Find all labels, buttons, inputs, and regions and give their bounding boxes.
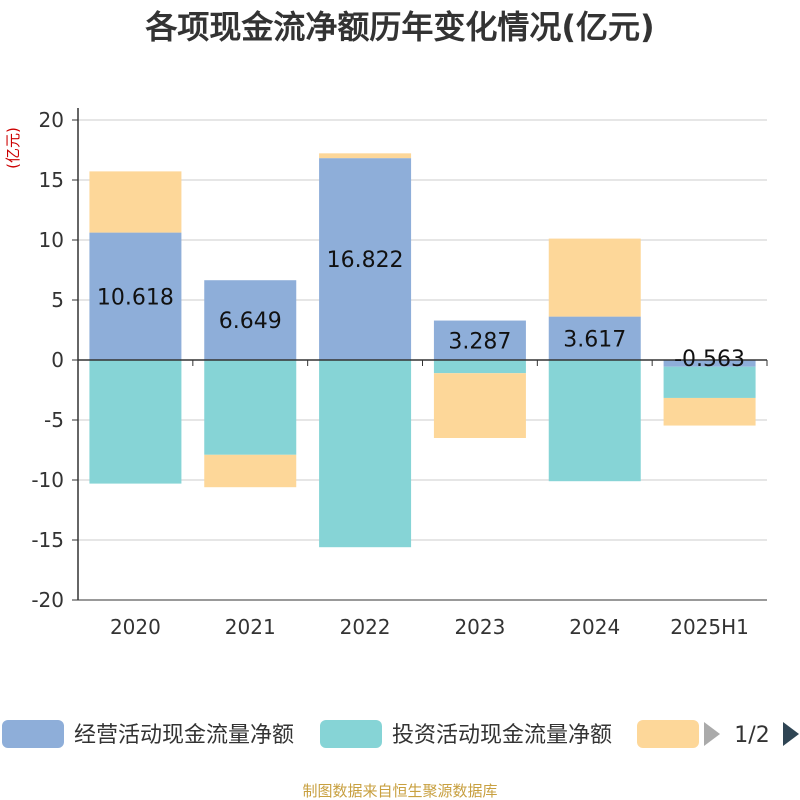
legend-prev-arrow-icon[interactable] [704,722,720,746]
data-label: 6.649 [219,309,282,334]
bar-segment [663,360,756,367]
legend-label: 投资活动现金流量净额 [392,723,612,748]
bar-segment [204,360,297,455]
bars [89,153,756,548]
bar-segment [319,153,412,159]
y-axis-unit-label: (亿元) [4,127,22,169]
y-tick-label: -5 [44,408,64,432]
bar-segment [548,238,641,317]
data-label: 3.287 [448,329,511,354]
y-tick-label: -15 [31,528,64,552]
legend-swatch [320,720,382,748]
legend-swatch [2,720,64,748]
bar-segment [433,360,526,374]
x-tick-label: 2022 [340,615,391,639]
y-tick-label: -20 [31,588,64,612]
data-label: 16.822 [327,248,404,273]
data-labels: 10.618 6.649 16.822 3.287 3.617 -0.563 [97,248,745,372]
bar-segment [319,158,412,360]
bar-segment [548,316,641,360]
y-tick-label: 20 [39,108,64,132]
bar-segment [319,360,412,548]
axes: 20 15 10 5 0 -5 -10 -15 -20 2020 2021 2022 2023 2024 2… [31,108,768,639]
x-tick-label: 2023 [454,615,505,639]
y-tick-label: 15 [39,168,64,192]
y-tick-label: 0 [51,348,64,372]
legend-label: 经营活动现金流量净额 [74,723,294,748]
y-tick-label: 10 [39,228,64,252]
legend: 经营活动现金流量净额 投资活动现金流量净额 1/2 [2,720,799,748]
bar-segment [204,454,297,488]
bar-segment [548,360,641,482]
bar-segment [89,171,182,233]
bar-segment [89,360,182,484]
bar-segment [433,320,526,360]
chart-title: 各项现金流净额历年变化情况(亿元) [145,8,654,46]
bar-segment [433,373,526,438]
data-label: 3.617 [563,327,626,352]
bar-segment [663,366,756,398]
x-tick-label: 2020 [110,615,161,639]
y-tick-label: -10 [31,468,64,492]
data-label: 10.618 [97,285,174,310]
x-tick-label: 2025H1 [670,615,749,639]
data-label: -0.563 [674,347,745,372]
bar-segment [204,280,297,360]
bar-segment [663,397,756,426]
legend-swatch [637,720,699,748]
x-tick-label: 2024 [569,615,620,639]
legend-next-arrow-icon[interactable] [783,722,799,746]
y-tick-label: 5 [51,288,64,312]
legend-page-indicator: 1/2 [734,723,769,748]
source-note: 制图数据来自恒生聚源数据库 [302,782,497,800]
bar-segment [89,232,182,360]
x-tick-label: 2021 [225,615,276,639]
